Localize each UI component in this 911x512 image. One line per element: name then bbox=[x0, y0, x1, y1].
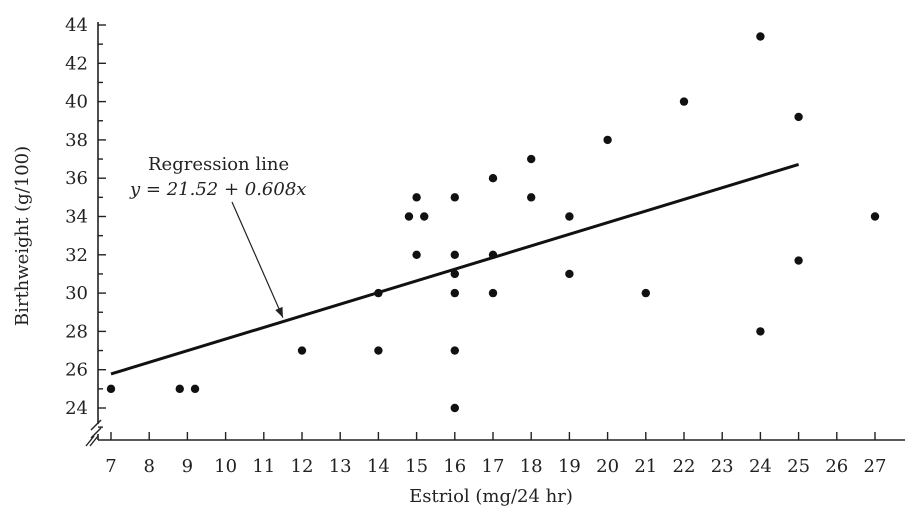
x-tick-label: 15 bbox=[405, 456, 428, 477]
data-point bbox=[450, 250, 459, 259]
data-point bbox=[794, 112, 803, 122]
data-point bbox=[450, 403, 459, 413]
y-axis-label: Birthweight (g/100) bbox=[12, 146, 33, 326]
data-point bbox=[794, 256, 803, 265]
x-tick-label: 19 bbox=[558, 456, 581, 477]
x-tick-label: 24 bbox=[749, 456, 772, 477]
axis-break-slash bbox=[90, 427, 102, 439]
data-point bbox=[756, 327, 765, 336]
x-tick-label: 9 bbox=[182, 456, 193, 477]
x-tick-label: 18 bbox=[520, 456, 543, 477]
regression-line bbox=[110, 162, 800, 376]
regression-annotation: Regression line y = 21.52 + 0.608x bbox=[129, 154, 306, 318]
data-point bbox=[404, 212, 414, 221]
x-tick-label: 17 bbox=[482, 456, 505, 477]
x-tick-label: 7 bbox=[105, 456, 116, 477]
data-point bbox=[420, 212, 429, 221]
x-tick-label: 16 bbox=[443, 456, 466, 477]
y-tick-label: 30 bbox=[65, 283, 88, 304]
data-points bbox=[106, 32, 880, 413]
x-tick-label: 13 bbox=[329, 456, 352, 477]
data-point bbox=[565, 269, 574, 279]
y-tick-label: 34 bbox=[65, 207, 88, 228]
x-tick-label: 23 bbox=[711, 456, 734, 477]
y-tick-label: 26 bbox=[65, 360, 88, 381]
data-point bbox=[488, 288, 498, 298]
data-point bbox=[603, 135, 612, 145]
x-tick-label: 12 bbox=[291, 456, 314, 477]
y-tick-label: 44 bbox=[65, 15, 88, 36]
x-tick-label: 8 bbox=[143, 456, 154, 477]
annotation-arrow bbox=[231, 201, 284, 318]
x-tick-label: 20 bbox=[596, 456, 619, 477]
y-tick-label: 28 bbox=[65, 321, 88, 342]
x-ticks: 7 8 9 10 11 12 13 14 15 16 17 18 19 20 21 22 23 24 25 26 27 bbox=[105, 432, 886, 477]
data-point bbox=[679, 97, 689, 106]
data-point bbox=[488, 174, 498, 183]
data-point bbox=[450, 288, 459, 298]
axis-break-slash bbox=[89, 435, 99, 447]
data-point bbox=[565, 212, 574, 221]
y-ticks: 24 26 28 30 32 34 36 38 40 42 44 bbox=[65, 15, 106, 428]
data-point bbox=[175, 384, 184, 394]
data-point bbox=[527, 154, 536, 164]
x-tick-label: 14 bbox=[367, 456, 390, 477]
data-point bbox=[450, 193, 459, 202]
y-tick-label: 38 bbox=[65, 130, 88, 151]
regression-label-title: Regression line bbox=[148, 154, 289, 175]
annotation-arrowhead bbox=[275, 306, 283, 318]
x-axis-label: Estriol (mg/24 hr) bbox=[409, 486, 573, 507]
axis-break-slash bbox=[85, 435, 95, 447]
data-point bbox=[756, 32, 765, 41]
data-point bbox=[450, 346, 459, 355]
data-point bbox=[641, 288, 650, 298]
data-point bbox=[106, 384, 116, 394]
data-point bbox=[374, 346, 383, 355]
axes bbox=[85, 22, 905, 447]
x-tick-label: 11 bbox=[252, 456, 275, 477]
y-tick-label: 32 bbox=[65, 245, 88, 266]
x-tick-label: 21 bbox=[634, 456, 657, 477]
data-point bbox=[450, 269, 459, 279]
y-tick-label: 24 bbox=[65, 398, 88, 419]
data-point bbox=[412, 250, 421, 259]
regression-label-equation: y = 21.52 + 0.608x bbox=[129, 179, 306, 200]
y-tick-label: 42 bbox=[65, 53, 88, 74]
axis-break-slash bbox=[90, 419, 102, 431]
data-point bbox=[190, 384, 200, 394]
data-point bbox=[527, 193, 536, 202]
x-tick-label: 25 bbox=[787, 456, 810, 477]
data-point bbox=[412, 193, 421, 202]
x-tick-label: 10 bbox=[214, 456, 237, 477]
x-tick-label: 27 bbox=[864, 456, 887, 477]
y-tick-label: 36 bbox=[65, 168, 88, 189]
data-point bbox=[870, 212, 880, 221]
x-tick-label: 26 bbox=[825, 456, 848, 477]
x-tick-label: 22 bbox=[673, 456, 696, 477]
data-point bbox=[297, 346, 307, 355]
y-tick-label: 40 bbox=[65, 92, 88, 113]
axis-break-marker bbox=[85, 419, 102, 447]
